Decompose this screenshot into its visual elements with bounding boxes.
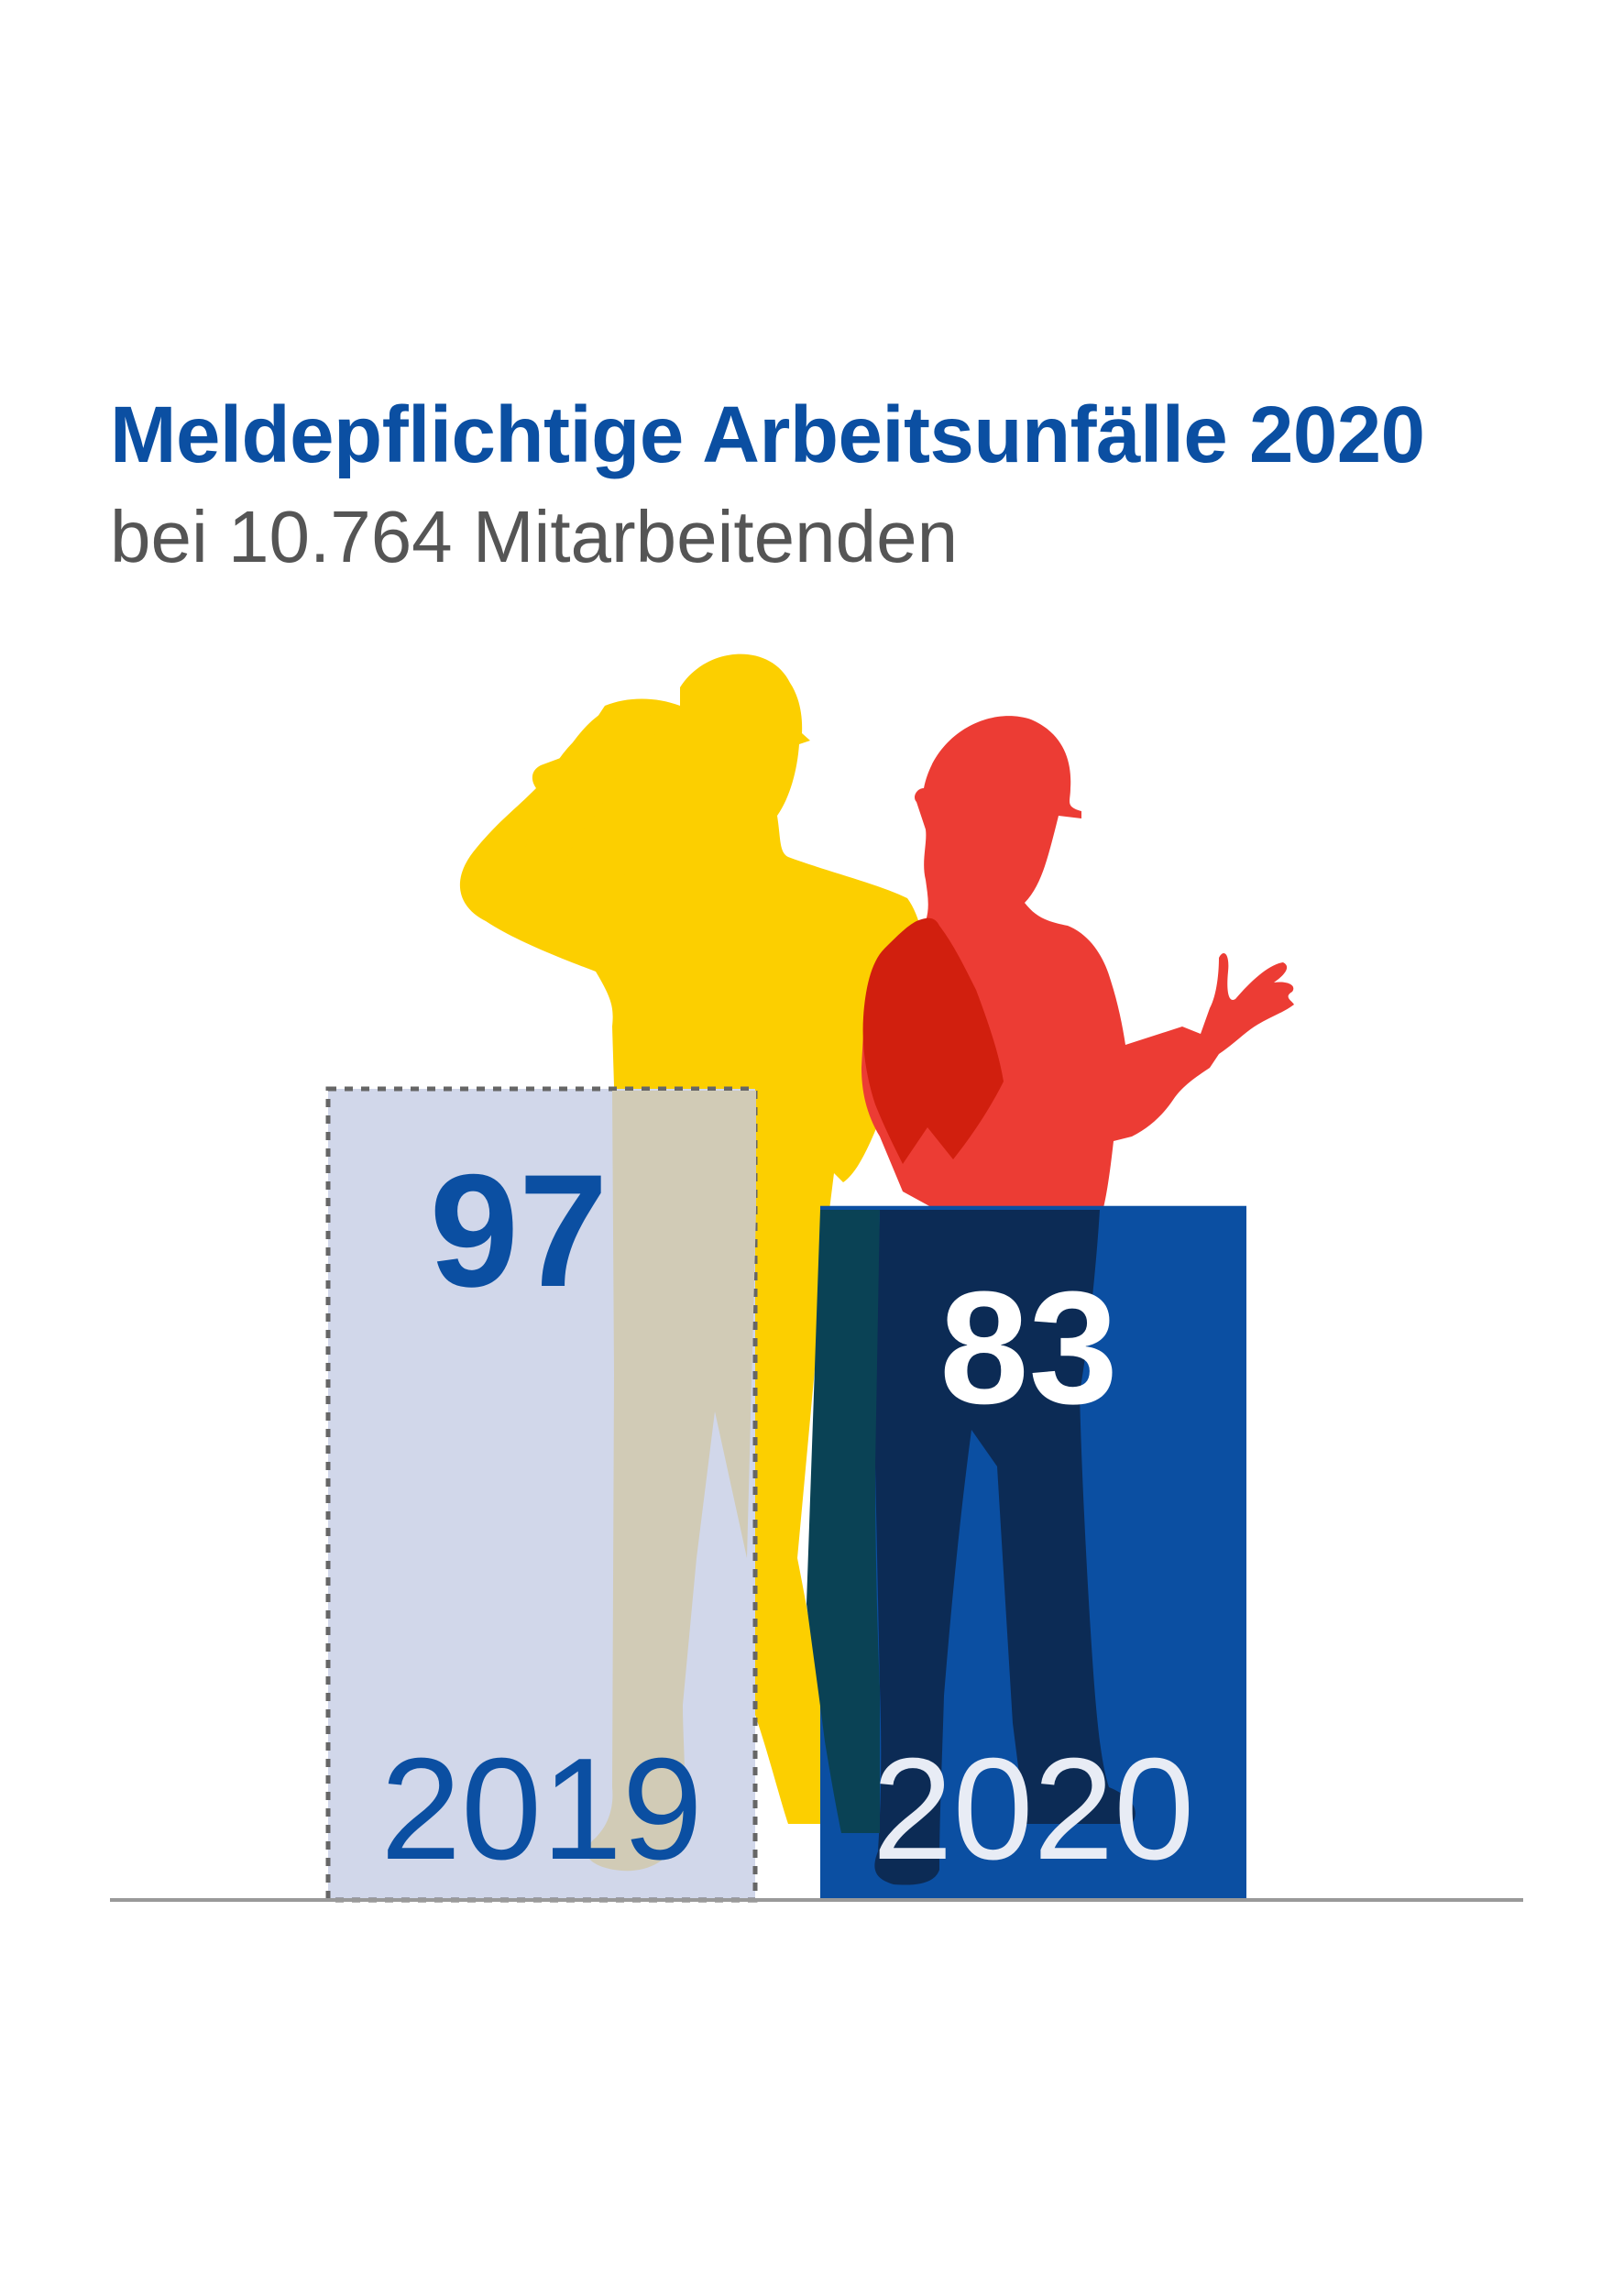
yellow-legs-over-2019-bar: [587, 1091, 756, 1872]
category-label-2019: 2019: [380, 1729, 703, 1890]
overlap-shape: [862, 917, 1004, 1164]
value-label-2020: 83: [939, 1259, 1118, 1438]
yellow-leg-over-2020-bar: [807, 1210, 880, 1833]
chart-subtitle: bei 10.764 Mitarbeitenden: [110, 496, 959, 577]
category-label-2020: 2020: [872, 1729, 1195, 1890]
red-legs-over-2020-bar: [874, 1210, 1136, 1885]
legs-overlay: [587, 1091, 1136, 1885]
chart-title: Meldepflichtige Arbeitsunfälle 2020: [110, 390, 1425, 479]
value-label-2019: 97: [430, 1142, 609, 1321]
